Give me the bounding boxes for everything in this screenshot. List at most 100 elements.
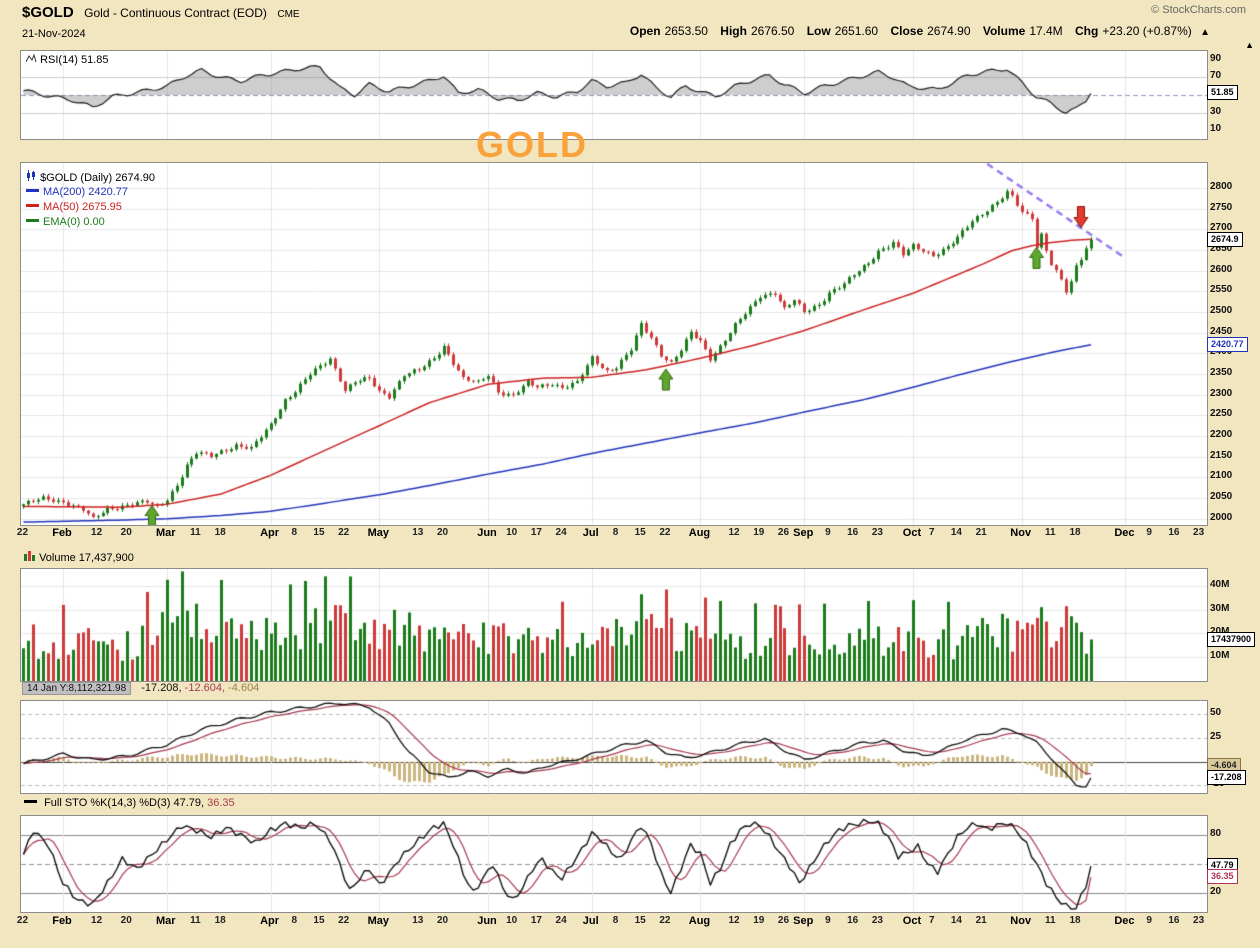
y-axis-label: 2350 — [1210, 366, 1233, 378]
y-axis-label: 2800 — [1210, 180, 1233, 192]
y-axis-label: 2150 — [1210, 449, 1233, 461]
chg-label: Chg — [1075, 24, 1099, 38]
y-axis-label: 10M — [1210, 650, 1230, 662]
x-axis-label: 22 — [338, 527, 350, 538]
x-axis-label: 14 — [950, 527, 962, 538]
price-legend-label: $GOLD (Daily) 2674.90 — [40, 172, 156, 184]
x-axis-label: Aug — [688, 527, 711, 539]
chart-header: $GOLD Gold - Continuous Contract (EOD) C… — [22, 4, 1246, 22]
x-axis-label: 15 — [634, 915, 646, 926]
x-axis-label: 9 — [1146, 915, 1152, 926]
price-plot[interactable] — [20, 162, 1208, 526]
y-axis-label: 2700 — [1210, 222, 1233, 234]
x-axis-label: 8 — [612, 527, 619, 538]
y-axis-label: 70 — [1210, 70, 1222, 82]
low-value: 2651.60 — [834, 24, 879, 38]
x-axis-label: Mar — [155, 527, 176, 539]
y-axis-label: 50 — [1210, 707, 1222, 719]
ema-legend: EMA(0) 0.00 — [26, 216, 105, 228]
y-axis-label: 2100 — [1210, 470, 1233, 482]
x-axis-label: 10 — [506, 527, 518, 538]
open-value: 2653.50 — [664, 24, 708, 38]
quote-row: Open 2653.50 High 2676.50 Low 2651.60 Close… — [621, 24, 1210, 38]
x-axis-label: Mar — [155, 915, 176, 927]
x-axis-label: 15 — [634, 527, 646, 538]
y-axis-label: 2300 — [1210, 387, 1233, 399]
axis-value-tag: 2674.9 — [1207, 231, 1243, 247]
volume-plot[interactable] — [20, 568, 1208, 682]
x-axis-label: Nov — [1010, 527, 1032, 539]
x-axis-label: 13 — [412, 915, 424, 926]
sto-k-value: 47.79, — [173, 797, 205, 809]
x-axis-label: 21 — [975, 915, 987, 926]
x-axis-label: 16 — [1168, 915, 1180, 926]
y-axis-label: 2200 — [1210, 429, 1233, 441]
x-axis-top: 22 Feb 12 20 Mar 11 18 Apr 8 15 22 May 13 20 Jun 10 17 24… — [0, 526, 1260, 542]
x-axis-label: 12 — [91, 915, 103, 926]
rsi-legend: RSI(14) 51.85 — [25, 53, 109, 66]
x-axis-label: 19 — [753, 915, 765, 926]
scroll-up-icon[interactable]: ▲ — [1245, 40, 1254, 50]
y-axis-label: 2000 — [1210, 511, 1233, 523]
x-axis-label: 22 — [16, 527, 29, 538]
x-axis-label: 20 — [436, 915, 449, 926]
volume-oscillator-plot[interactable] — [20, 700, 1208, 794]
x-axis-label: 7 — [928, 527, 935, 538]
ema-legend-label: EMA(0) 0.00 — [43, 216, 105, 228]
close-value: 2674.90 — [927, 24, 971, 38]
y-axis-label: 2250 — [1210, 408, 1233, 420]
stochastic-legend: Full STO %K(14,3) %D(3) 47.79, 36.35 — [24, 797, 235, 809]
x-axis-label: 15 — [313, 915, 325, 926]
x-axis-label: 11 — [190, 915, 201, 926]
sto-d-value: 36.35 — [207, 797, 235, 809]
ma50-line-icon — [26, 204, 39, 207]
symbol-description: Gold - Continuous Contract (EOD) — [84, 6, 267, 20]
y-axis-label: 25 — [1210, 730, 1222, 742]
volume-legend-label: Volume 17,437,900 — [39, 552, 134, 564]
y-axis-label: 2050 — [1210, 491, 1233, 503]
quote-header: 21-Nov-2024 Open 2653.50 High 2676.50 Low 2… — [22, 24, 1246, 40]
x-axis-label: 18 — [1069, 527, 1081, 538]
x-axis-label: 19 — [753, 527, 765, 538]
rsi-plot[interactable] — [20, 50, 1208, 140]
x-axis-label: 9 — [1146, 527, 1152, 538]
y-axis-label: 2650 — [1210, 242, 1233, 254]
y-axis-label: 10 — [1210, 123, 1222, 135]
ma50-legend-label: MA(50) 2675.95 — [43, 201, 122, 213]
exchange: CME — [277, 9, 300, 20]
crosshair-tooltip: 14 Jan Y:8,112,321.98 — [22, 682, 132, 695]
x-axis-label: 10 — [506, 915, 518, 926]
y-axis-label: 90 — [1210, 52, 1222, 64]
axis-value-tag: 51.85 — [1207, 85, 1238, 101]
x-axis-label: 23 — [1193, 915, 1205, 926]
x-axis-label: 26 — [777, 915, 790, 926]
y-axis-label: 80 — [1210, 828, 1222, 840]
x-axis-label: 24 — [555, 527, 567, 538]
x-axis-label: 11 — [1045, 527, 1056, 538]
ema-line-icon — [26, 219, 39, 222]
x-axis-label: 22 — [16, 915, 29, 926]
stochastic-plot[interactable] — [20, 815, 1208, 913]
x-axis-label: Aug — [688, 915, 711, 927]
chg-value: +23.20 (+0.87%) — [1102, 24, 1192, 38]
x-axis-label: 8 — [612, 915, 619, 926]
y-axis-label: 20 — [1210, 885, 1222, 897]
volume-oscillator-legend: 14 Jan Y:8,112,321.98 -17.208, -12.604, … — [22, 682, 259, 695]
x-axis-label: 8 — [291, 915, 298, 926]
x-axis-label: Sep — [793, 527, 814, 539]
x-axis-label: 23 — [871, 915, 883, 926]
y-axis-label: 40M — [1210, 578, 1230, 590]
x-axis-label: 14 — [950, 915, 962, 926]
volume-legend: Volume 17,437,900 — [24, 550, 134, 564]
x-axis-label: 21 — [975, 527, 987, 538]
x-axis-label: Oct — [902, 527, 922, 539]
y-axis-label: 30M — [1210, 602, 1230, 614]
chart-type-icon — [27, 170, 35, 181]
x-axis-label: Sep — [793, 915, 814, 927]
x-axis-label: 13 — [412, 527, 424, 538]
copyright: © StockCharts.com — [1151, 4, 1246, 16]
x-axis-label: 17 — [530, 527, 542, 538]
x-axis-label: Jun — [477, 527, 497, 539]
x-axis-label: 17 — [530, 915, 542, 926]
